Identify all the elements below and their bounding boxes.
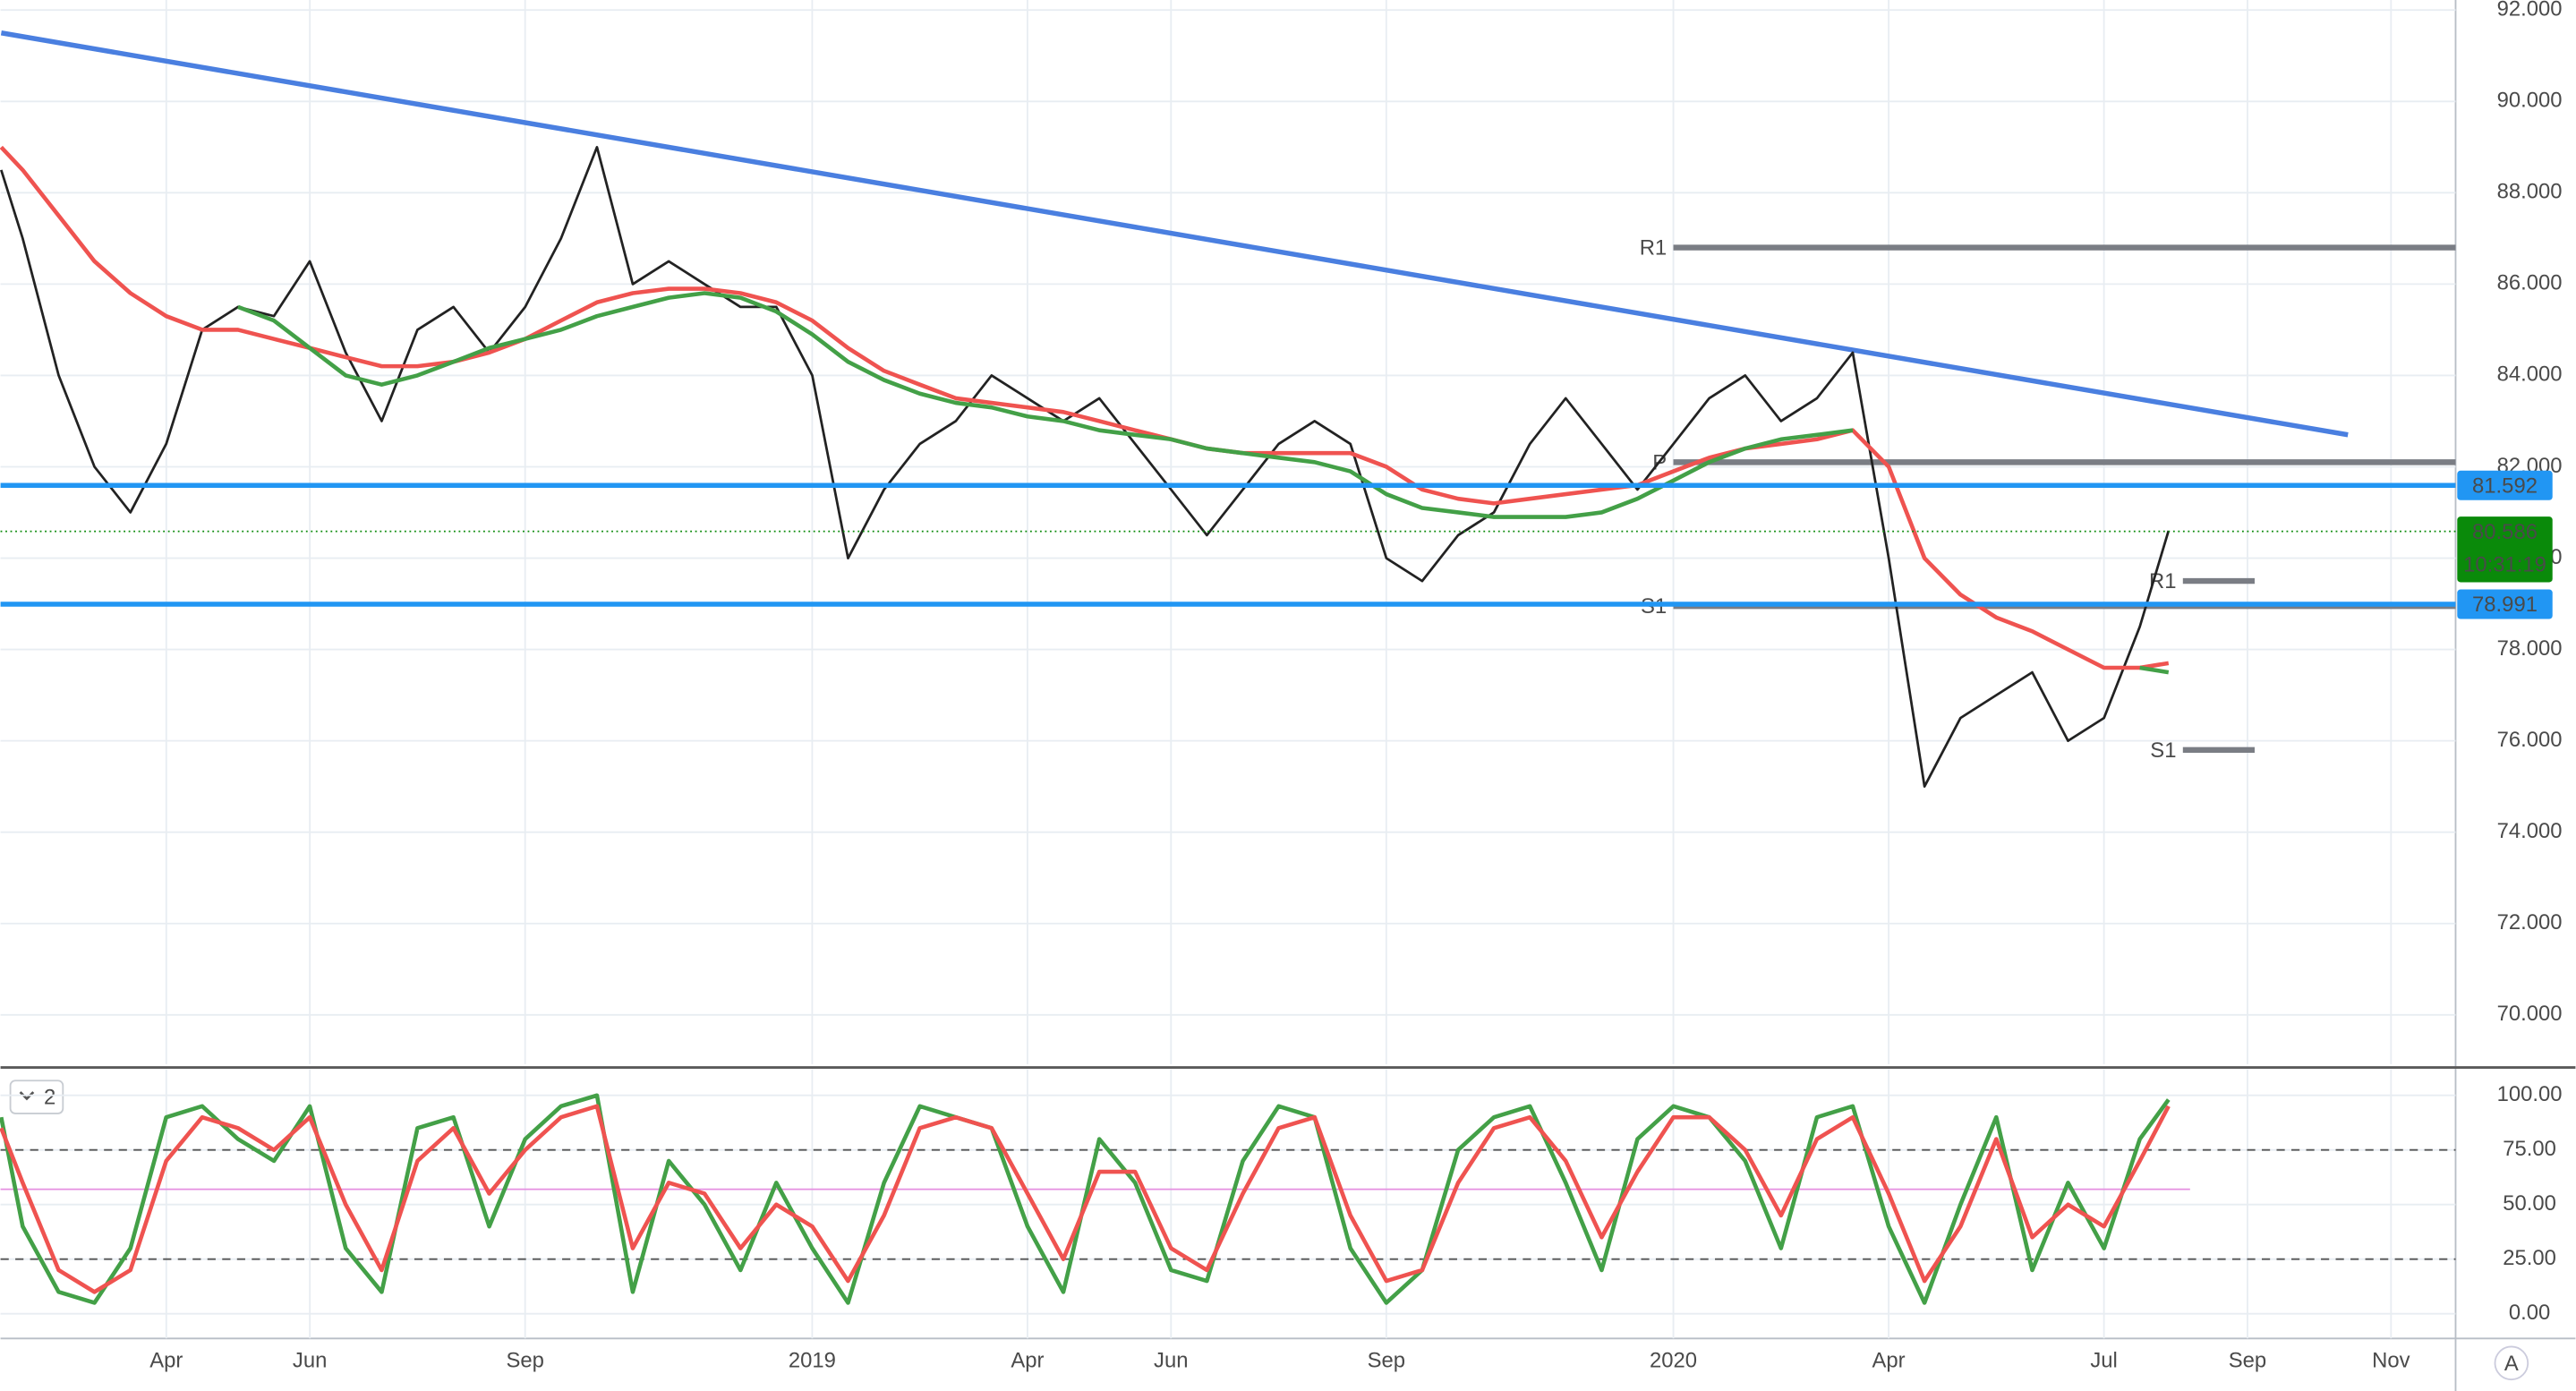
x-tick-label: Apr [149, 1348, 183, 1372]
collapse-icon [19, 1091, 35, 1101]
pane-legend-box[interactable] [9, 1080, 64, 1114]
bar-countdown: 10:31:19 [2463, 552, 2546, 576]
series-line [0, 146, 2171, 789]
x-tick-label: 2020 [1650, 1348, 1697, 1372]
auto-scale-label: A [2504, 1352, 2519, 1376]
y-tick-label: 76.000 [2497, 728, 2563, 752]
y-tick-label: 92.000 [2497, 0, 2563, 21]
x-tick-label: Sep [2229, 1348, 2266, 1372]
y-tick-label: 78.000 [2497, 636, 2563, 661]
y-tick-label: 75.00 [2503, 1137, 2556, 1161]
y-tick-label: 50.00 [2503, 1191, 2556, 1216]
y-tick-label: 70.000 [2497, 1002, 2563, 1026]
pane-label: 2 [44, 1086, 55, 1110]
last-price-label: 80.586 [2472, 520, 2538, 544]
x-tick-label: Apr [1872, 1348, 1906, 1372]
x-tick-label: Sep [506, 1348, 543, 1372]
pivot-label: S1 [2150, 738, 2176, 763]
x-tick-label: Jun [1154, 1348, 1188, 1372]
y-tick-label: 25.00 [2503, 1246, 2556, 1270]
y-tick-label: 72.000 [2497, 910, 2563, 934]
x-tick-label: Apr [1011, 1348, 1044, 1372]
series-line [0, 1104, 2171, 1294]
y-tick-label: 74.000 [2497, 819, 2563, 843]
price-label-box [2457, 589, 2553, 619]
series-line [0, 145, 2170, 670]
y-tick-label: 0.00 [2509, 1301, 2550, 1325]
trend-line [0, 30, 2349, 438]
price-label: 78.991 [2472, 593, 2538, 617]
price-label: 81.592 [2472, 474, 2538, 498]
y-tick-label: 88.000 [2497, 180, 2563, 204]
series-line [237, 291, 2170, 675]
y-tick-label: 100.00 [2497, 1082, 2563, 1106]
y-tick-label: 86.000 [2497, 271, 2563, 295]
price-label-box [2457, 470, 2553, 500]
y-tick-label: 90.000 [2497, 89, 2563, 113]
x-tick-label: Jun [293, 1348, 327, 1372]
x-tick-label: Nov [2372, 1348, 2410, 1372]
x-tick-label: Sep [1368, 1348, 1405, 1372]
pivot-label: R1 [1640, 236, 1667, 260]
x-tick-label: 2019 [789, 1348, 836, 1372]
x-tick-label: Jul [2090, 1348, 2117, 1372]
auto-scale-button[interactable] [2494, 1345, 2529, 1381]
last-price-box [2457, 516, 2553, 583]
y-tick-label: 84.000 [2497, 363, 2563, 387]
